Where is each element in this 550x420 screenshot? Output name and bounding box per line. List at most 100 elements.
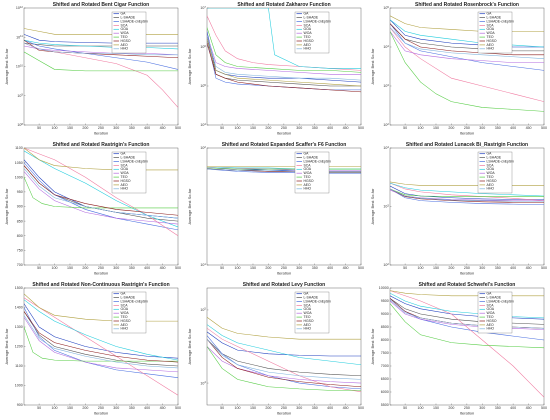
series-line-goa: [24, 299, 178, 361]
series-group: [390, 15, 544, 112]
x-axis-label: Iteration: [460, 411, 474, 416]
x-tick-label: 250: [281, 126, 287, 130]
legend-entry: GA: [121, 12, 127, 16]
series-group: [207, 166, 361, 175]
x-tick-label: 300: [113, 126, 119, 130]
series-line-teo: [207, 27, 361, 73]
x-tick-label: 100: [418, 406, 424, 410]
y-tick-label: 1000: [15, 384, 23, 388]
legend-entry: LSHADE-cnEpSin: [121, 299, 148, 303]
legend-entry: HGSO: [304, 179, 314, 183]
series-line-hho: [207, 168, 361, 172]
x-tick-label: 100: [418, 266, 424, 270]
plot-area: [206, 147, 362, 266]
legend-entry: SCA: [121, 23, 129, 27]
legend-entry: AEO: [121, 183, 129, 187]
x-tick-label: 200: [448, 266, 454, 270]
x-tick-label: 450: [526, 406, 532, 410]
y-tick-label: 106: [200, 44, 206, 49]
x-tick-label: 200: [265, 266, 271, 270]
legend-entry: SCA: [487, 23, 495, 27]
x-tick-label: 50: [220, 266, 224, 270]
legend-entry: GA: [121, 292, 127, 296]
legend-entry: TEO: [121, 175, 128, 179]
legend-entry: SCA: [304, 23, 312, 27]
legend-box: [294, 11, 330, 54]
legend-entry: HHO: [304, 327, 312, 331]
x-tick-label: 150: [67, 406, 73, 410]
y-tick-label: 800: [17, 234, 23, 238]
legend-entry: HGSO: [304, 39, 314, 43]
x-tick-label: 50: [37, 126, 41, 130]
x-tick-label: 100: [235, 126, 241, 130]
y-axis-label: Average Best So-far: [370, 188, 375, 225]
x-tick-label: 50: [403, 126, 407, 130]
series-line-hho: [24, 315, 178, 369]
series-group: [207, 317, 361, 393]
legend-entry: L-SHADE: [304, 156, 319, 160]
legend-entry: GA: [304, 152, 310, 156]
legend-entry: WOA: [487, 171, 496, 175]
x-tick-label: 150: [433, 126, 439, 130]
x-tick-label: 150: [250, 266, 256, 270]
series-line-goa: [207, 8, 361, 69]
legend-entry: HHO: [487, 47, 495, 51]
x-tick-label: 250: [98, 266, 104, 270]
legend-entry: HGSO: [121, 179, 131, 183]
x-tick-label: 100: [52, 266, 58, 270]
y-tick-label: 1200: [15, 345, 23, 349]
chart-panel-1: Shifted and Rotated Bent Cigar Function 5…: [0, 0, 183, 140]
x-tick-label: 500: [175, 126, 181, 130]
chart-svg: Shifted and Rotated Levy Function 50 100 15…: [187, 282, 364, 416]
legend-entry: AEO: [487, 183, 495, 187]
y-tick-label: 850: [17, 219, 23, 223]
series-line-aeo: [24, 293, 178, 322]
series-line-ga: [390, 185, 544, 200]
x-tick-label: 400: [144, 266, 150, 270]
legend-entry: GA: [487, 152, 493, 156]
chart-title: Shifted and Rotated Expanded Scaffer's F…: [222, 142, 347, 148]
y-tick-label: 6500: [381, 377, 389, 381]
y-tick-label: 104: [383, 44, 389, 49]
legend-entry: HGSO: [487, 179, 497, 183]
chart-title: Shifted and Rotated Non-Continuous Rastr…: [32, 282, 169, 288]
series-group: [24, 148, 178, 236]
x-tick-label: 100: [52, 406, 58, 410]
x-axis-label: Iteration: [94, 271, 108, 276]
chart-svg: Shifted and Rotated Bent Cigar Function 5…: [4, 2, 181, 136]
y-tick-label: 8000: [381, 338, 389, 342]
series-line-hgso: [207, 339, 361, 387]
legend: GAL-SHADELSHADE-cnEpSinSCAGOAWOATEOHGSOA…: [294, 292, 331, 334]
legend-entry: HHO: [487, 327, 495, 331]
series-line-woa: [207, 35, 361, 75]
y-axis-label: Average Best So-far: [4, 188, 9, 225]
y-tick-label: 1000: [15, 175, 23, 179]
legend-entry: LSHADE-cnEpSin: [121, 159, 148, 163]
y-tick-label: 104: [200, 122, 206, 127]
x-tick-label: 450: [160, 266, 166, 270]
x-tick-label: 500: [175, 266, 181, 270]
x-tick-label: 150: [67, 266, 73, 270]
x-tick-label: 450: [526, 126, 532, 130]
series-line-hgso: [24, 165, 178, 216]
y-tick-label: 5500: [381, 403, 389, 407]
series-line-aeo: [24, 148, 178, 171]
y-axis-label: Average Best So-far: [4, 48, 9, 85]
x-tick-label: 350: [129, 266, 135, 270]
x-axis-label: Iteration: [94, 411, 108, 416]
legend: GAL-SHADELSHADE-cnEpSinSCAGOAWOATEOHGSOA…: [111, 152, 148, 194]
x-tick-label: 100: [418, 126, 424, 130]
y-tick-label: 1300: [15, 325, 23, 329]
legend-entry: L-SHADE: [121, 296, 136, 300]
legend-entry: LSHADE-cnEpSin: [487, 299, 514, 303]
chart-title: Shifted and Rotated Schwefel's Function: [419, 282, 516, 288]
legend-entry: AEO: [121, 323, 129, 327]
series-line-goa: [207, 324, 361, 366]
legend-entry: L-SHADE: [487, 156, 502, 160]
legend-box: [477, 151, 513, 194]
legend-entry: TEO: [487, 175, 494, 179]
series-line-woa: [24, 317, 178, 373]
legend-entry: GOA: [487, 167, 495, 171]
series-line-ga: [390, 19, 544, 48]
legend-entry: AEO: [304, 43, 312, 47]
